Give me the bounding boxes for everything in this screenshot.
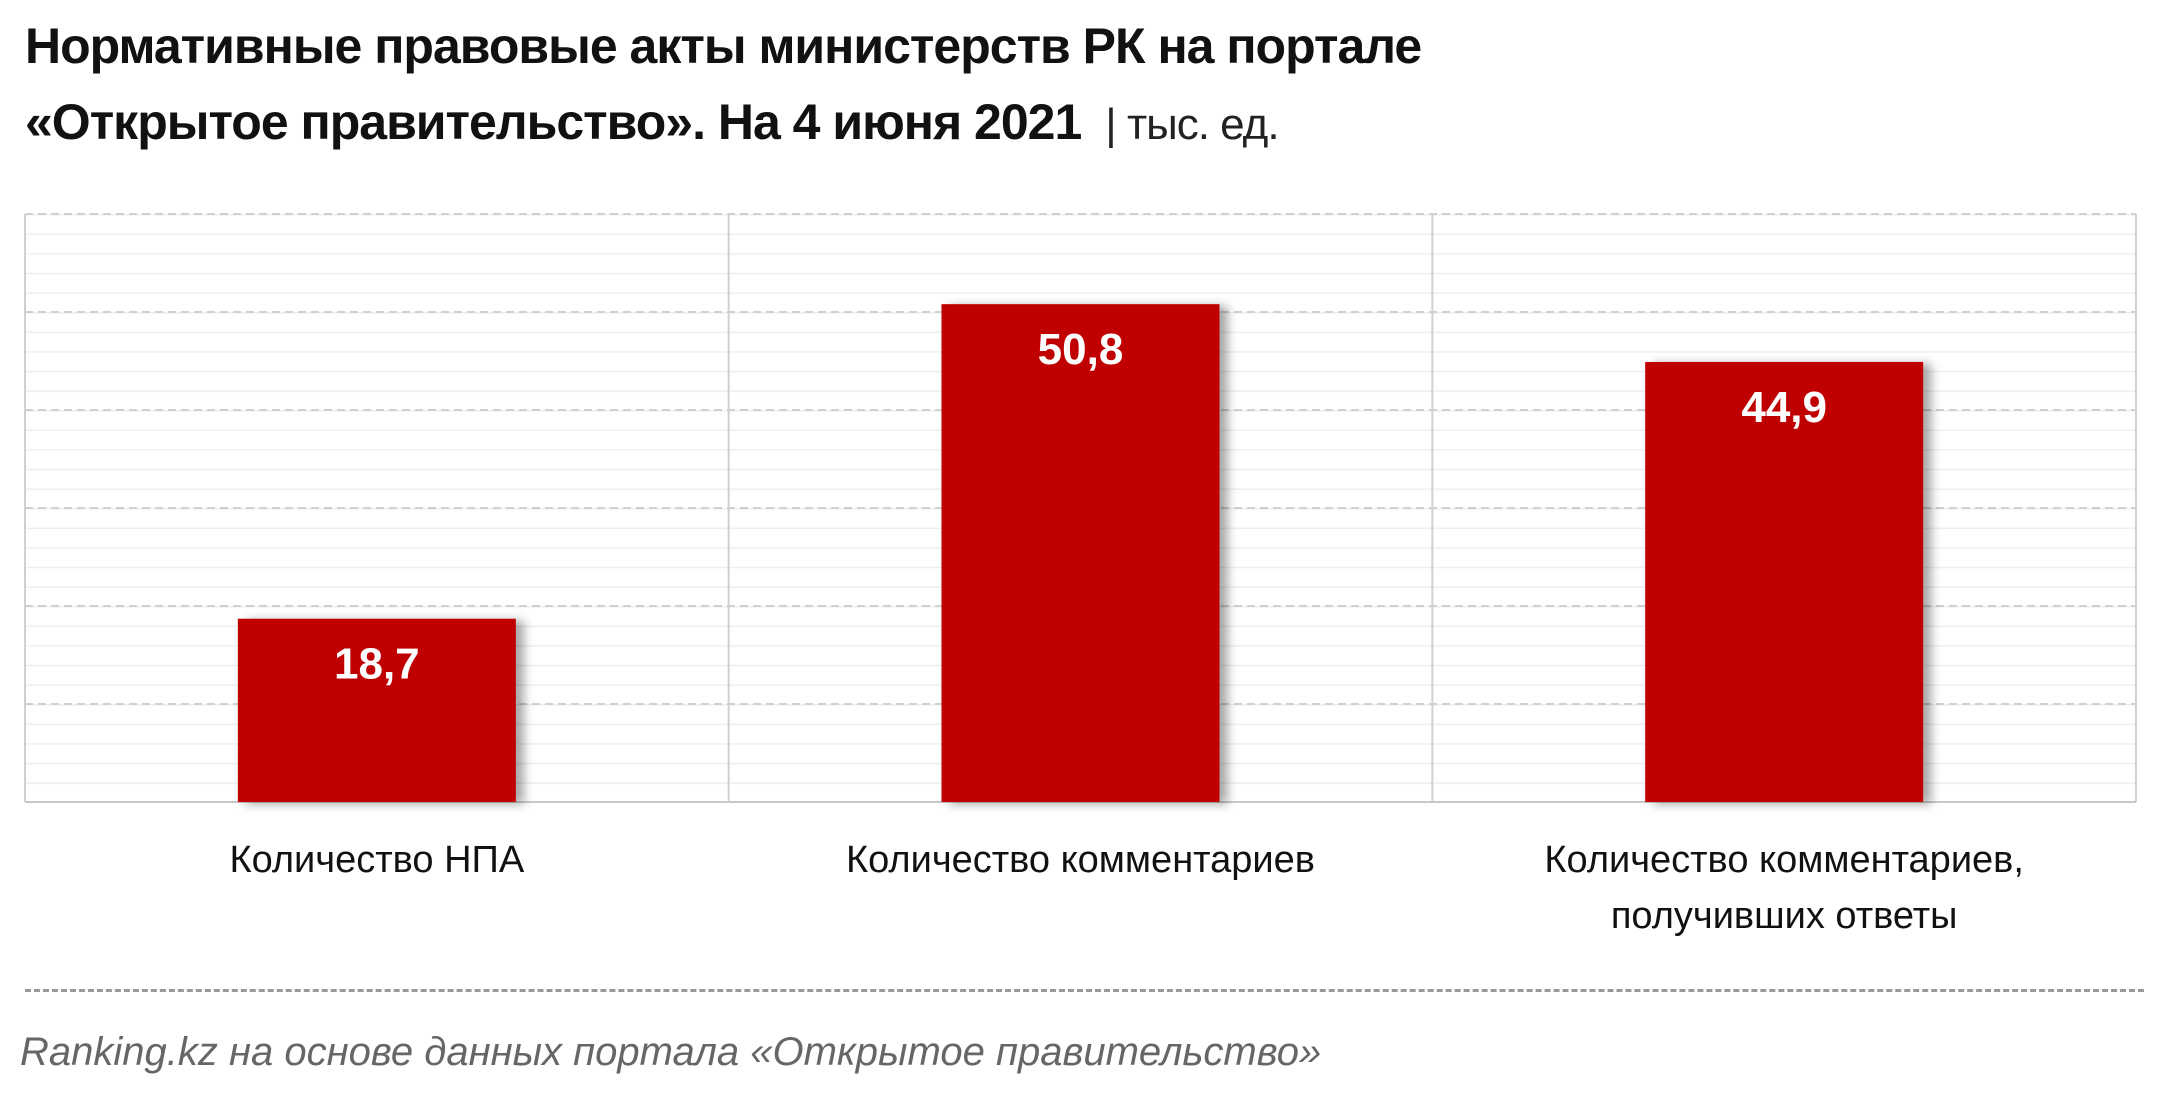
bar (237, 618, 516, 802)
title-line: Нормативные правовые акты министерств РК… (25, 18, 1422, 74)
title-line: «Открытое правительство». На 4 июня 2021 (25, 94, 1082, 150)
x-tick-label: Количество комментариев, получивших отве… (1544, 839, 2024, 937)
bar (941, 304, 1220, 802)
x-tick-label: Количество НПА (229, 839, 525, 881)
value-label: 18,7 (334, 640, 420, 689)
subtitle: | тыс. ед. (1105, 100, 1279, 149)
chart-title: Нормативные правовые акты министерств РК… (25, 8, 1422, 163)
separator (25, 989, 2144, 992)
title-line: «Открытое правительство». На 4 июня 2021… (25, 84, 1421, 163)
value-label: 50,8 (1038, 325, 1124, 374)
value-label: 44,9 (1741, 383, 1827, 432)
x-tick-label: Количество комментариев (846, 839, 1315, 881)
source-note: Ranking.kz на основе данных портала «Отк… (20, 1030, 1322, 1074)
bar (1645, 361, 1924, 802)
